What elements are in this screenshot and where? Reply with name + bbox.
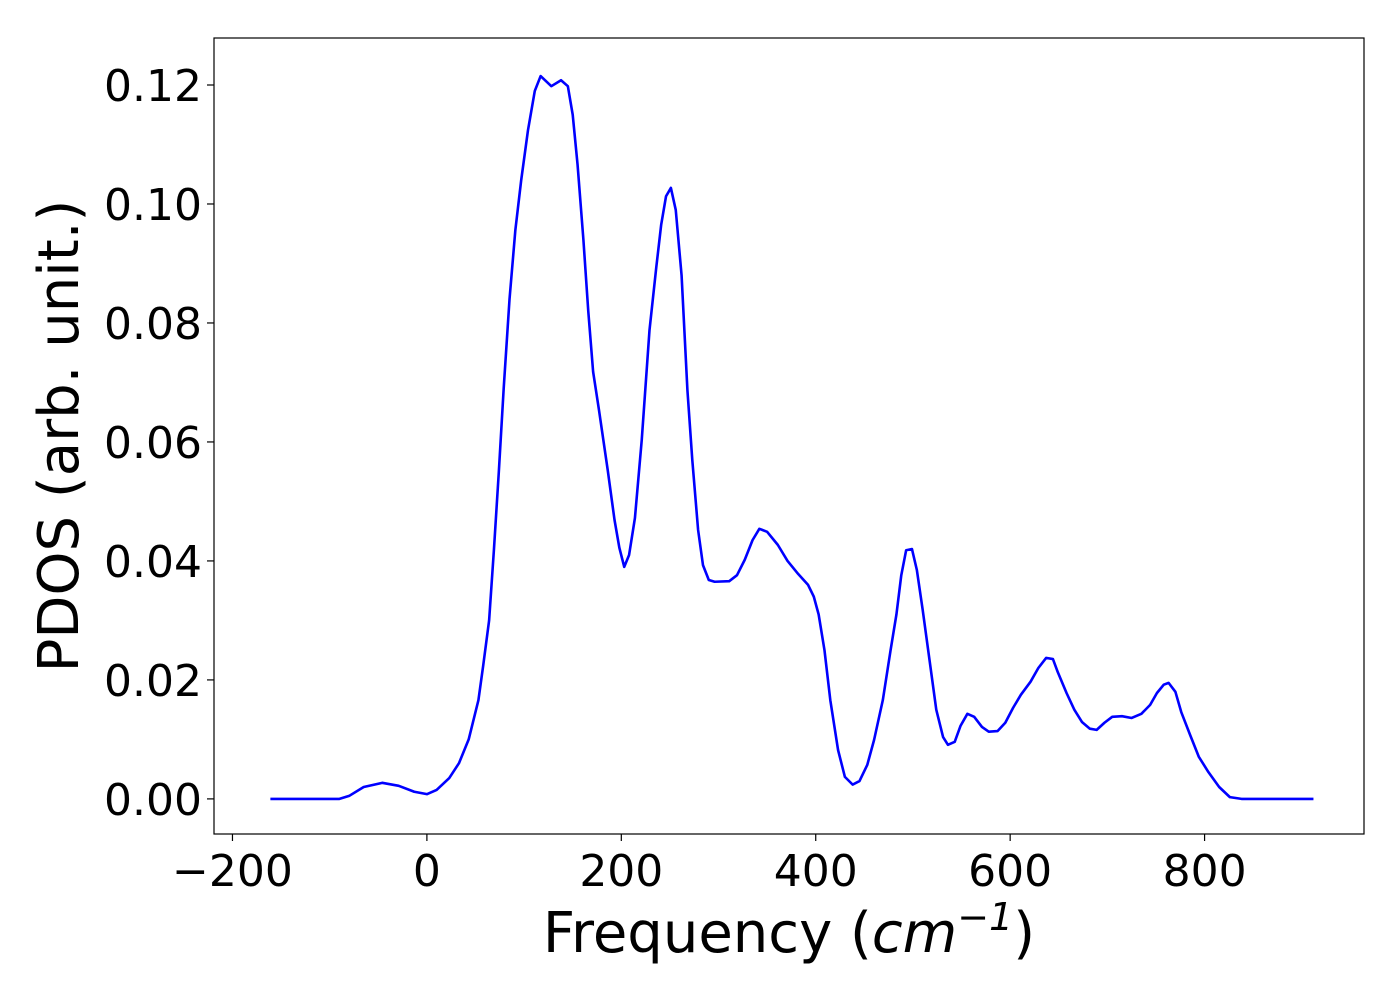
y-axis-label: PDOS (arb. unit.): [27, 200, 92, 673]
y-tick-label: 0.12: [104, 61, 202, 112]
x-tick-label: 400: [774, 846, 858, 897]
y-tick-label: 0.02: [104, 656, 202, 707]
x-tick-label: 600: [968, 846, 1052, 897]
y-tick-label: 0.00: [104, 775, 202, 826]
x-tick-label: 200: [579, 846, 663, 897]
x-label-close: ): [1013, 901, 1035, 966]
x-tick-label: −200: [172, 846, 293, 897]
x-axis-label: Frequency (cm−1): [543, 895, 1035, 966]
x-label-sup: −1: [957, 895, 1013, 939]
x-label-text: Frequency (: [543, 901, 872, 966]
x-tick-label: 0: [413, 846, 441, 897]
x-tick-label: 800: [1163, 846, 1247, 897]
plot-frame: [213, 37, 1365, 835]
x-label-math: cm: [872, 901, 957, 966]
y-tick-label: 0.10: [104, 180, 202, 231]
data-line: [270, 74, 1314, 801]
y-tick-label: 0.04: [104, 537, 202, 588]
y-tick-label: 0.06: [104, 418, 202, 469]
y-tick-label: 0.08: [104, 299, 202, 350]
